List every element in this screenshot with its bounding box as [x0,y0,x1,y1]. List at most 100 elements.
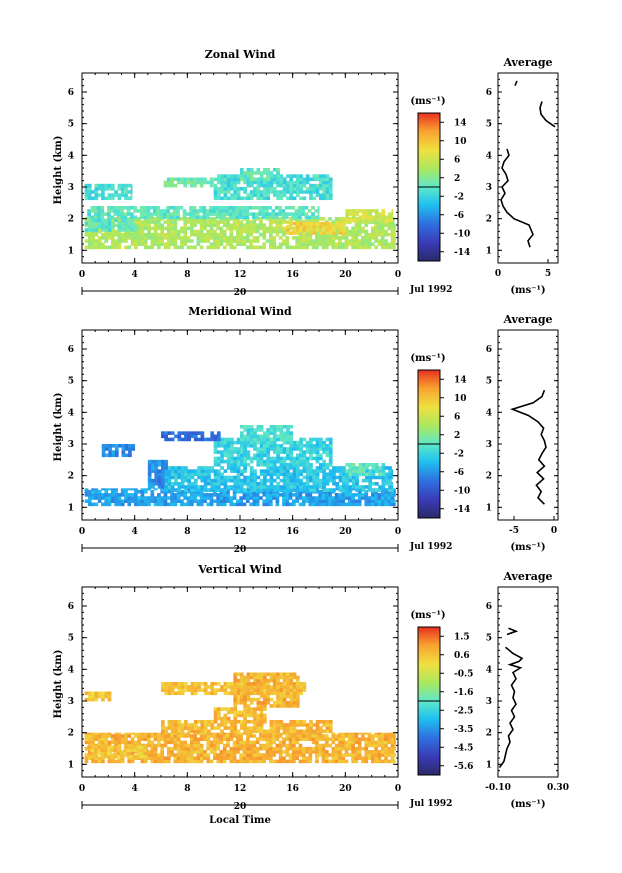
heatmap-cell [163,499,168,503]
heatmap-cell [163,220,168,224]
heatmap-cell [387,245,392,250]
heatmap-cell [150,753,155,757]
heatmap-cell [292,732,296,735]
heatmap-cell [170,732,174,735]
heatmap-cell [355,475,359,480]
heatmap-cell [127,196,132,201]
heatmap-cell [361,737,365,741]
heatmap-cell [262,734,267,738]
y-tick-label: 1 [68,246,74,256]
heatmap-cell [351,236,355,240]
heatmap-cell [262,737,267,741]
heatmap-cell [288,502,293,507]
heatmap-cell [292,694,297,699]
heatmap-cell [134,489,138,494]
heatmap-cell [236,682,241,686]
heatmap-cell [180,489,184,494]
heatmap-cell [325,183,330,188]
heatmap-cell [124,218,128,223]
heatmap-cell [278,206,282,210]
heatmap-cell [268,212,272,216]
heatmap-cell [200,469,205,473]
heatmap-cell [104,488,109,491]
heatmap-cell [127,734,132,738]
heatmap-cell [193,750,197,754]
heatmap-cell [110,740,115,745]
heatmap-cell [203,223,207,227]
heatmap-cell [233,701,238,705]
heatmap-cell [351,746,355,751]
heatmap-cell [153,759,158,764]
heatmap-cell [279,675,284,680]
heatmap-cell [203,488,208,492]
heatmap-cell [166,229,171,234]
heatmap-cell [184,685,188,689]
heatmap-cell [328,729,333,734]
heatmap-cell [262,753,267,757]
heatmap-cell [134,239,138,243]
heatmap-cell [263,672,267,677]
heatmap-cell [344,753,349,757]
heatmap-cell [377,496,382,500]
heatmap-cell [279,177,284,182]
heatmap-cell [249,431,254,435]
heatmap-cell [130,745,134,749]
heatmap-cell [233,678,238,683]
heatmap-cell [292,485,297,489]
heatmap-cell [242,493,247,497]
heatmap-cell [226,499,230,503]
heatmap-cell [325,193,330,197]
heatmap-cell [272,675,277,680]
heatmap-cell [341,734,346,738]
heatmap-cell [365,212,369,216]
heatmap-cell [151,459,155,464]
heatmap-cell [282,685,287,689]
heatmap-cell [380,750,385,754]
heatmap-cell [143,751,147,756]
heatmap-cell [377,232,382,237]
heatmap-cell [253,475,257,480]
heatmap-cell [322,475,326,480]
heatmap-cell [124,232,128,237]
heatmap-cell [143,754,147,759]
heatmap-cell [275,759,280,764]
heatmap-cell [301,242,306,246]
heatmap-cell [209,209,213,213]
heatmap-cell [272,168,277,172]
heatmap-cell [136,751,141,756]
heatmap-cell [268,740,273,745]
heatmap-cell [371,466,376,470]
heatmap-cell [100,745,105,749]
heatmap-cell [207,720,211,724]
heatmap-cell [173,753,178,757]
heatmap-cell [266,456,271,461]
heatmap-cell [190,688,195,692]
heatmap-cell [315,190,320,194]
heatmap-cell [180,239,184,243]
heatmap-cell [246,710,251,715]
heatmap-cell [285,245,290,250]
heatmap-cell [226,177,231,182]
heatmap-cell [91,734,95,738]
heatmap-cell [361,478,366,483]
heatmap-cell [378,472,382,477]
heatmap-cell [368,209,373,213]
heatmap-cell [256,193,261,197]
heatmap-cell [286,225,290,229]
heatmap-cell [229,753,234,757]
heatmap-cell [226,743,230,748]
heatmap-cell [157,459,162,464]
heatmap-cell [127,228,132,232]
heatmap-cell [100,754,105,759]
heatmap-cell [279,472,284,477]
heatmap-cell [374,746,378,751]
heatmap-cell [243,437,247,442]
heatmap-cell [394,732,396,735]
heatmap-cell [197,688,201,692]
heatmap-cell [355,212,359,216]
heatmap-cell [311,242,316,246]
heatmap-cell [101,221,105,226]
heatmap-cell [222,212,226,216]
heatmap-cell [324,502,329,507]
heatmap-cell [173,232,178,237]
